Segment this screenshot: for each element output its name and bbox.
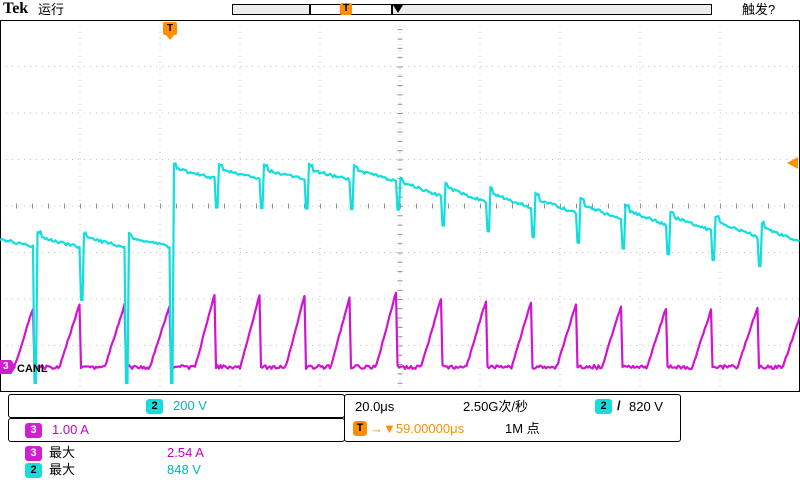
ch3-scale-value: 1.00 A: [52, 422, 89, 438]
expansion-point-icon: [393, 5, 403, 13]
ch2-badge: 2: [146, 399, 163, 414]
record-length-readout: 1M 点: [505, 421, 540, 437]
ch2-scale-value: 200 V: [173, 398, 207, 414]
ch3-bus-label: CANL: [17, 363, 48, 375]
oscilloscope-screen: { "header": { "brand": "Tek", "acq_statu…: [0, 0, 800, 480]
trigger-source-badge: 2: [595, 399, 612, 414]
trigger-level-arrow-icon: [787, 157, 798, 169]
trigger-slope-icon: /: [617, 398, 621, 414]
ch3-badge: 3: [25, 423, 42, 438]
trigger-time-flag: T: [163, 22, 177, 35]
trigger-delay-readout: →▼59.00000μs: [370, 421, 464, 437]
measurement-ch-badge: 3: [25, 446, 42, 461]
ch3-current-trace: [0, 293, 800, 369]
trigger-status: 触发?: [742, 2, 775, 18]
ch3-scale-box: 3 1.00 A: [8, 418, 345, 442]
measurement-row: 3 最大 2.54 A: [25, 445, 425, 461]
measurement-ch-badge: 2: [25, 463, 42, 478]
trigger-level-readout: 820 V: [629, 399, 663, 415]
acquisition-status: 运行: [38, 2, 64, 18]
measurement-name: 最大: [49, 445, 75, 461]
record-position-bar: [232, 4, 712, 15]
sample-rate-readout: 2.50G次/秒: [463, 399, 528, 415]
measurement-name: 最大: [49, 462, 75, 478]
measurement-row: 2 最大 848 V: [25, 462, 425, 478]
measurement-value: 848 V: [167, 462, 201, 478]
trigger-delay-marker: T: [353, 421, 367, 436]
top-bar: Tek 运行 T 触发?: [0, 0, 800, 20]
ch2-scale-box: 2 200 V: [8, 394, 345, 418]
brand-logo: Tek: [3, 0, 28, 18]
timebase-readout: 20.0μs: [355, 399, 394, 415]
trigger-position-marker-top: T: [340, 3, 352, 15]
measurement-value: 2.54 A: [167, 445, 204, 461]
horizontal-trigger-box: 20.0μs 2.50G次/秒 2 / 820 V T →▼59.00000μs…: [344, 394, 681, 442]
